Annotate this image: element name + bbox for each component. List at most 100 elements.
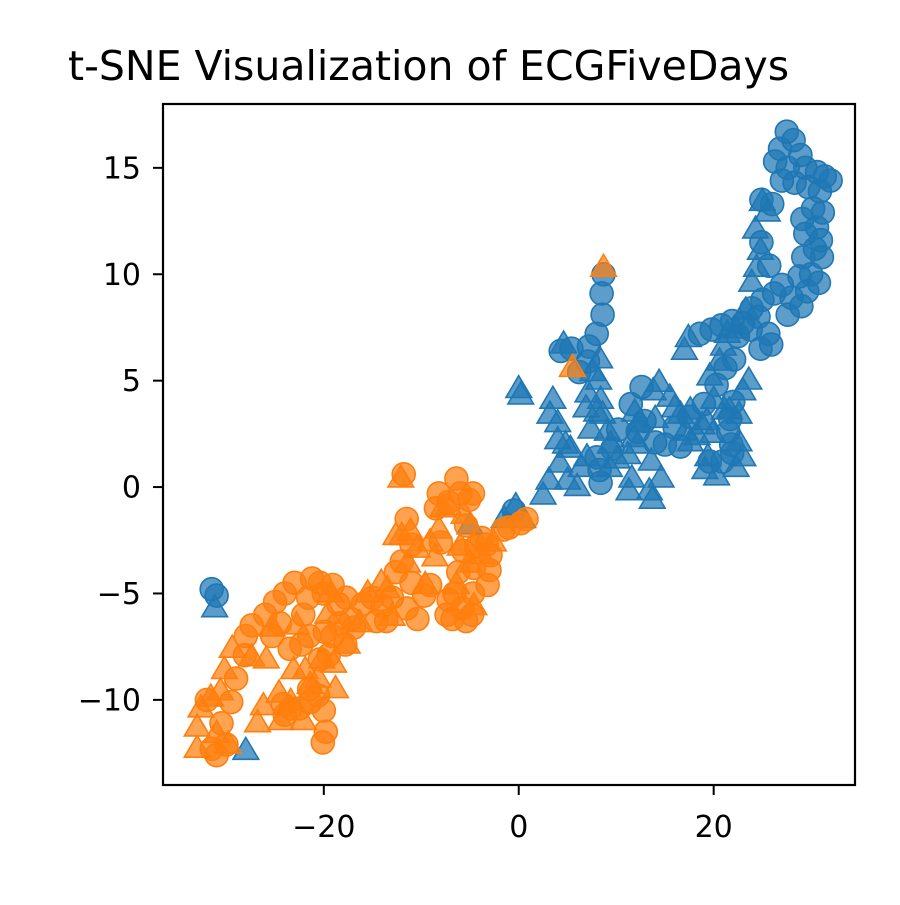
data-point-s3-29	[345, 608, 375, 633]
data-point-s1-34	[595, 452, 624, 478]
data-point-s0-39	[775, 302, 801, 328]
x-tick-label-2: 20	[695, 810, 733, 845]
data-point-s3-28	[333, 629, 362, 654]
data-point-s3-26	[319, 648, 348, 673]
data-point-s3-1	[182, 712, 212, 737]
data-point-s3-53	[558, 352, 587, 378]
data-point-s3-46	[445, 531, 475, 556]
data-point-s0-52	[589, 281, 614, 306]
data-point-s3-32	[372, 574, 402, 599]
x-tick-label-1: 0	[509, 810, 528, 845]
data-point-s3-50	[467, 540, 496, 565]
data-point-s3-8	[218, 633, 247, 659]
data-point-s1-15	[528, 480, 558, 505]
data-point-s3-47	[449, 499, 479, 524]
data-point-s3-19	[289, 706, 318, 731]
data-points	[182, 119, 843, 768]
data-point-s1-17	[556, 433, 585, 458]
data-point-s0-15	[769, 168, 795, 193]
data-point-s3-51	[479, 527, 508, 552]
data-point-s3-42	[424, 514, 454, 539]
data-point-s1-52	[676, 395, 705, 420]
data-point-s3-36	[393, 548, 422, 573]
data-point-s2-66	[460, 481, 486, 506]
data-point-s1-78	[731, 295, 761, 320]
data-point-s1-74	[674, 323, 703, 348]
data-point-s0-50	[748, 336, 773, 362]
data-point-s1-73	[670, 335, 699, 361]
data-point-s1-80	[742, 252, 771, 278]
data-point-s1-22	[576, 414, 606, 439]
data-point-s3-27	[321, 674, 350, 699]
data-point-s1-0	[200, 593, 229, 618]
data-point-s1-72	[702, 461, 731, 486]
chart-title: t-SNE Visualization of ECGFiveDays	[68, 42, 789, 90]
data-point-s1-84	[748, 186, 777, 212]
data-point-s1-9	[538, 384, 568, 410]
data-point-s3-52	[386, 463, 415, 488]
data-point-s1-45	[635, 476, 664, 501]
data-point-s1-68	[724, 399, 754, 424]
data-point-s2-31	[289, 632, 314, 657]
data-point-s3-33	[377, 601, 407, 627]
data-point-s1-81	[746, 235, 775, 261]
data-point-s2-83	[475, 572, 500, 598]
data-point-s1-40	[623, 429, 652, 454]
data-point-s1-1	[231, 735, 261, 761]
x-tick-label-0: −20	[292, 810, 355, 845]
data-point-s3-18	[282, 610, 311, 635]
data-point-s3-24	[313, 599, 342, 624]
y-tick-label-0: −10	[78, 683, 141, 718]
data-point-s1-37	[614, 476, 644, 501]
data-point-s1-75	[709, 331, 738, 356]
data-point-s3-5	[206, 676, 235, 701]
data-point-s3-11	[249, 691, 278, 716]
data-point-s1-82	[741, 214, 770, 239]
data-point-s3-4	[202, 718, 231, 744]
y-tick-label-3: 5	[122, 364, 141, 399]
data-point-s3-7	[214, 729, 243, 754]
x-axis: −20 0 20	[292, 785, 733, 845]
data-point-s3-13	[257, 612, 287, 637]
data-point-s3-54	[589, 252, 618, 278]
y-tick-label-1: −5	[97, 577, 141, 612]
data-point-s1-43	[646, 463, 676, 488]
data-point-s3-15	[266, 706, 296, 731]
data-point-s1-62	[705, 346, 734, 371]
data-point-s3-45	[442, 569, 471, 595]
data-point-s3-39	[411, 569, 440, 595]
data-point-s3-10	[243, 708, 272, 733]
y-tick-label-2: 0	[122, 471, 141, 506]
data-point-s2-88	[514, 506, 539, 532]
data-point-s1-58	[698, 418, 727, 444]
data-point-s1-79	[737, 267, 766, 292]
data-point-s3-49	[459, 591, 489, 616]
data-point-s3-12	[252, 644, 281, 669]
data-point-s3-44	[434, 491, 463, 516]
data-point-s0-79	[652, 432, 678, 457]
data-point-s2-56	[405, 606, 430, 632]
data-point-s1-48	[644, 367, 674, 393]
data-point-s1-20	[563, 472, 592, 497]
data-point-s3-25	[316, 578, 345, 603]
data-point-s1-42	[637, 446, 666, 471]
data-point-s1-21	[572, 442, 602, 467]
data-point-s1-16	[545, 448, 574, 473]
data-point-s1-71	[721, 452, 751, 478]
y-tick-label-4: 10	[103, 258, 141, 293]
data-point-s1-13	[543, 425, 572, 450]
plot-area-frame	[161, 102, 857, 787]
y-axis: −10 −5 0 5 10 15	[78, 151, 163, 718]
y-tick-label-5: 15	[103, 151, 141, 186]
data-point-s1-77	[721, 314, 751, 339]
data-point-s2-40	[310, 730, 336, 755]
data-point-s1-61	[695, 361, 724, 386]
data-point-s3-0	[182, 733, 212, 759]
data-point-s1-67	[734, 365, 763, 390]
data-point-s3-16	[276, 686, 305, 712]
data-point-s3-22	[303, 663, 333, 688]
data-point-s1-30	[588, 399, 617, 424]
data-point-s3-41	[420, 542, 450, 567]
